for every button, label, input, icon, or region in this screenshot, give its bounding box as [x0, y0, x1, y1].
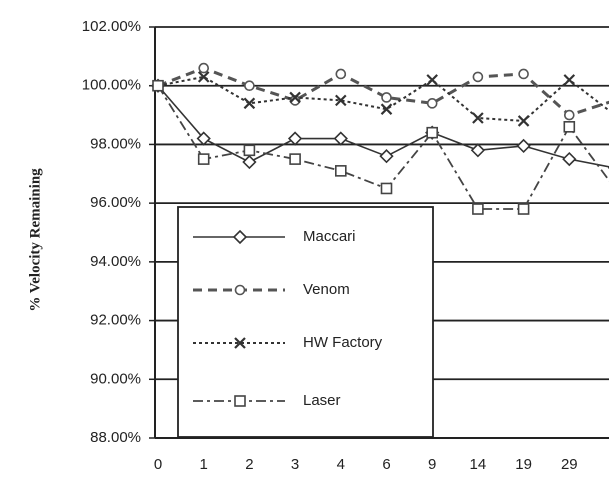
- y-tick-label: 88.00%: [90, 429, 141, 446]
- legend-marker: [234, 284, 246, 296]
- marker: [243, 97, 256, 110]
- marker: [289, 95, 301, 106]
- legend-box: [177, 206, 434, 438]
- marker: [470, 143, 486, 158]
- y-tick-label: 102.00%: [82, 18, 141, 35]
- marker: [335, 68, 347, 80]
- legend-label: Venom: [303, 281, 350, 298]
- legend-label: Laser: [303, 392, 341, 409]
- marker: [379, 149, 394, 164]
- marker: [563, 74, 576, 86]
- x-tick-label: 19: [515, 456, 532, 473]
- x-tick-label: 6: [382, 456, 390, 473]
- marker: [380, 182, 393, 195]
- legend-marker: [232, 229, 248, 245]
- marker: [196, 131, 211, 146]
- y-tick-label: 96.00%: [90, 194, 141, 211]
- marker: [333, 131, 348, 146]
- marker: [335, 94, 347, 107]
- marker: [517, 203, 530, 215]
- marker: [516, 138, 531, 154]
- x-tick-label: 9: [428, 456, 436, 473]
- x-tick-label: 0: [154, 456, 162, 473]
- y-tick-label: 90.00%: [90, 370, 141, 387]
- marker: [152, 79, 164, 92]
- marker: [472, 203, 484, 215]
- marker: [472, 112, 484, 124]
- marker: [563, 121, 576, 133]
- marker: [426, 74, 438, 86]
- y-tick-label: 98.00%: [90, 135, 141, 152]
- marker: [381, 92, 392, 103]
- legend-label: Maccari: [303, 228, 356, 245]
- x-tick-label: 2: [245, 456, 253, 473]
- x-tick-label: 4: [337, 456, 345, 473]
- marker: [517, 115, 530, 127]
- x-tick-label: 1: [200, 456, 208, 473]
- marker: [197, 153, 210, 165]
- y-tick-label: 100.00%: [82, 77, 141, 94]
- marker: [380, 103, 393, 115]
- marker: [287, 131, 303, 146]
- marker: [243, 144, 256, 157]
- marker: [198, 62, 209, 74]
- marker: [518, 68, 529, 80]
- x-tick-label: 14: [470, 456, 487, 473]
- y-axis-label: % Velocity Remaining: [27, 168, 43, 312]
- legend: Maccari Venom HW Factory Laser: [177, 206, 434, 438]
- series-line: [157, 66, 609, 117]
- y-tick-label: 92.00%: [90, 312, 141, 329]
- marker: [472, 71, 484, 83]
- legend-label: HW Factory: [303, 334, 383, 351]
- marker: [426, 98, 438, 109]
- marker: [244, 80, 255, 92]
- marker: [426, 126, 439, 139]
- legend-marker: [234, 395, 246, 407]
- x-tick-label: 3: [291, 456, 299, 473]
- marker: [289, 153, 301, 165]
- marker: [289, 91, 301, 104]
- legend-marker: [234, 337, 246, 349]
- marker: [334, 165, 347, 177]
- y-tick-label: 94.00%: [90, 253, 141, 270]
- marker: [242, 154, 257, 170]
- x-tick-label: 29: [561, 456, 578, 473]
- marker: [562, 151, 577, 167]
- marker: [197, 71, 210, 83]
- marker: [563, 109, 575, 121]
